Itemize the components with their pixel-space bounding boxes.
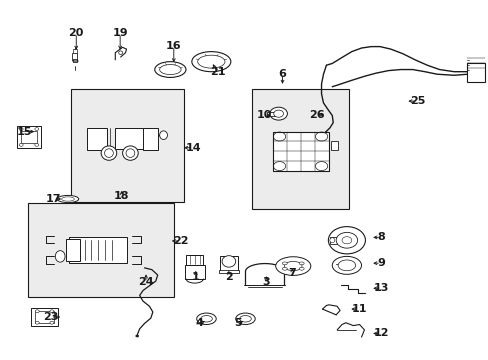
Bar <box>184 265 204 279</box>
Bar <box>27 203 173 297</box>
Ellipse shape <box>328 226 365 254</box>
Text: 24: 24 <box>138 277 154 287</box>
Text: 9: 9 <box>376 258 384 268</box>
Ellipse shape <box>282 267 286 270</box>
Bar <box>272 132 328 171</box>
Bar <box>72 53 77 59</box>
Ellipse shape <box>335 232 357 248</box>
Text: 6: 6 <box>278 69 286 79</box>
Text: 4: 4 <box>195 319 203 328</box>
Ellipse shape <box>197 55 224 68</box>
Ellipse shape <box>269 107 287 120</box>
Text: 12: 12 <box>372 328 388 338</box>
Bar <box>73 59 77 62</box>
Ellipse shape <box>155 62 185 77</box>
Ellipse shape <box>159 131 167 139</box>
Ellipse shape <box>337 260 355 271</box>
Text: 26: 26 <box>308 110 324 120</box>
Ellipse shape <box>126 149 135 157</box>
Text: 18: 18 <box>114 191 129 201</box>
Ellipse shape <box>57 195 79 203</box>
Ellipse shape <box>191 51 230 72</box>
Ellipse shape <box>331 256 361 274</box>
Ellipse shape <box>50 310 54 313</box>
Bar <box>73 49 76 53</box>
Text: 11: 11 <box>350 304 366 314</box>
Text: 23: 23 <box>42 312 58 322</box>
Bar <box>69 237 127 263</box>
Ellipse shape <box>50 321 54 324</box>
Ellipse shape <box>104 149 113 157</box>
Ellipse shape <box>341 237 351 244</box>
Text: 14: 14 <box>185 143 201 153</box>
Bar <box>87 128 106 149</box>
Ellipse shape <box>35 143 39 146</box>
Text: 10: 10 <box>256 111 271 121</box>
Ellipse shape <box>35 128 39 131</box>
Ellipse shape <box>136 335 139 337</box>
Bar <box>115 129 150 149</box>
Ellipse shape <box>19 143 23 146</box>
Ellipse shape <box>19 128 23 131</box>
Text: 21: 21 <box>209 67 225 77</box>
Ellipse shape <box>273 110 283 117</box>
Bar <box>220 256 237 271</box>
Text: 22: 22 <box>173 236 188 246</box>
Ellipse shape <box>55 251 65 262</box>
Ellipse shape <box>200 316 212 322</box>
Bar <box>251 89 348 209</box>
Text: 25: 25 <box>409 96 425 106</box>
Ellipse shape <box>159 64 181 75</box>
Ellipse shape <box>299 262 304 265</box>
Ellipse shape <box>299 267 304 270</box>
Bar <box>186 255 203 265</box>
Bar <box>21 131 37 143</box>
Ellipse shape <box>282 262 286 265</box>
Bar <box>330 141 338 150</box>
Text: 7: 7 <box>288 268 296 278</box>
Text: 1: 1 <box>191 272 199 282</box>
Text: 16: 16 <box>165 41 181 50</box>
Bar <box>466 63 485 82</box>
Ellipse shape <box>122 146 138 160</box>
Bar <box>266 112 274 116</box>
Text: 13: 13 <box>372 283 388 293</box>
Text: 5: 5 <box>234 319 242 328</box>
Text: 15: 15 <box>17 127 32 136</box>
Ellipse shape <box>239 316 251 322</box>
Ellipse shape <box>101 146 117 160</box>
Text: 19: 19 <box>112 28 128 38</box>
Bar <box>143 128 158 149</box>
Ellipse shape <box>275 257 310 275</box>
Ellipse shape <box>235 313 255 324</box>
Bar <box>219 270 238 273</box>
Text: 2: 2 <box>224 272 232 282</box>
Ellipse shape <box>284 261 302 271</box>
Text: 20: 20 <box>68 28 84 38</box>
Ellipse shape <box>222 256 235 267</box>
Ellipse shape <box>35 321 39 324</box>
Text: 17: 17 <box>45 194 61 204</box>
Bar <box>71 89 183 202</box>
Bar <box>329 237 336 244</box>
Ellipse shape <box>329 238 334 243</box>
Bar <box>31 308 58 326</box>
Text: 3: 3 <box>262 277 270 287</box>
Bar <box>35 311 54 323</box>
Bar <box>65 239 80 261</box>
Bar <box>17 126 41 148</box>
Ellipse shape <box>61 197 74 201</box>
Ellipse shape <box>119 51 122 54</box>
Text: 8: 8 <box>376 232 384 242</box>
Ellipse shape <box>196 313 216 324</box>
Ellipse shape <box>35 310 39 313</box>
